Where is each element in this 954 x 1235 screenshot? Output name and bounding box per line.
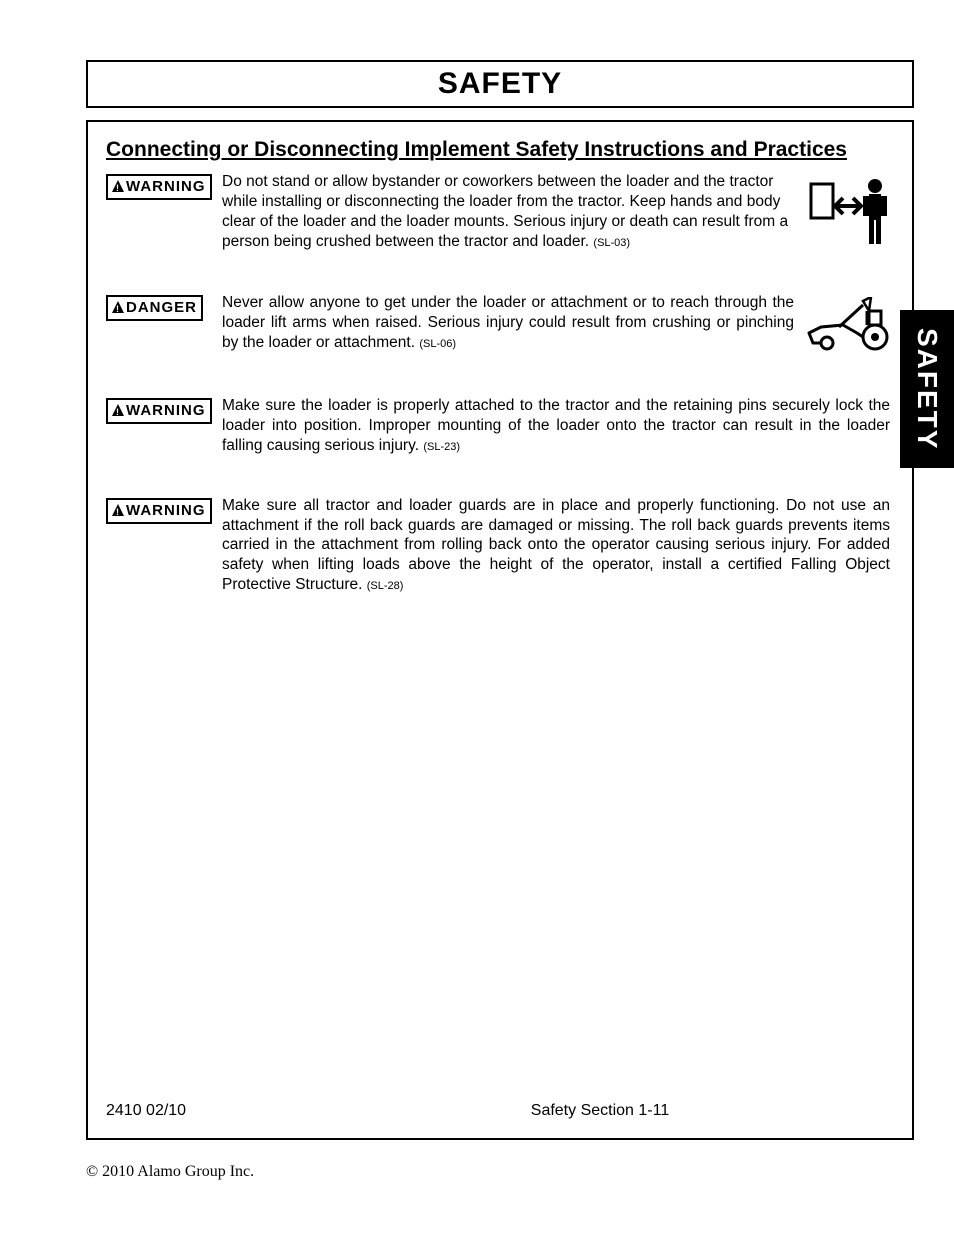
icon-column: [798, 293, 894, 356]
badge-column: ! DANGER: [106, 293, 222, 321]
copyright: © 2010 Alamo Group Inc.: [86, 1163, 254, 1181]
safety-block: ! DANGER Never allow anyone to get under…: [106, 293, 894, 356]
ref-code: (SL-03): [593, 237, 630, 249]
badge-label: WARNING: [126, 178, 206, 195]
badge-label: DANGER: [126, 299, 197, 316]
block-text: Do not stand or allow bystander or cowor…: [222, 172, 798, 251]
warning-triangle-icon: !: [112, 403, 124, 420]
warning-badge: ! WARNING: [106, 398, 212, 424]
side-tab-label: SAFETY: [911, 328, 943, 450]
warning-triangle-icon: !: [112, 179, 124, 196]
loader-icon: [807, 297, 893, 356]
section-heading: Connecting or Disconnecting Implement Sa…: [106, 136, 894, 164]
icon-column: [798, 172, 894, 253]
person-crush-icon: [809, 176, 891, 253]
ref-code: (SL-23): [423, 441, 460, 453]
block-text: Make sure the loader is properly attache…: [222, 396, 894, 455]
danger-badge: ! DANGER: [106, 295, 203, 321]
footer: 2410 02/10 Safety Section 1-11: [106, 1102, 894, 1120]
svg-text:!: !: [116, 183, 120, 192]
ref-code: (SL-28): [367, 580, 404, 592]
warning-triangle-icon: !: [112, 300, 124, 317]
safety-block: ! WARNING Make sure all tractor and load…: [106, 496, 894, 595]
content-frame: Connecting or Disconnecting Implement Sa…: [86, 120, 914, 1140]
badge-label: WARNING: [126, 502, 206, 519]
block-text: Make sure all tractor and loader guards …: [222, 496, 894, 595]
ref-code: (SL-06): [419, 338, 456, 350]
svg-text:!: !: [116, 507, 120, 516]
warning-badge: ! WARNING: [106, 174, 212, 200]
badge-column: ! WARNING: [106, 496, 222, 524]
block-text: Never allow anyone to get under the load…: [222, 293, 798, 352]
svg-text:!: !: [116, 304, 120, 313]
safety-block: ! WARNING Make sure the loader is proper…: [106, 396, 894, 455]
badge-column: ! WARNING: [106, 396, 222, 424]
svg-text:!: !: [116, 407, 120, 416]
warning-triangle-icon: !: [112, 503, 124, 520]
badge-label: WARNING: [126, 402, 206, 419]
side-tab: SAFETY: [900, 310, 954, 468]
safety-block: ! WARNING Do not stand or allow bystande…: [106, 172, 894, 253]
badge-column: ! WARNING: [106, 172, 222, 200]
footer-center: Safety Section 1-11: [306, 1102, 894, 1120]
page-title: SAFETY: [438, 67, 562, 101]
title-frame: SAFETY: [86, 60, 914, 108]
warning-badge: ! WARNING: [106, 498, 212, 524]
footer-left: 2410 02/10: [106, 1102, 306, 1120]
page: SAFETY Connecting or Disconnecting Imple…: [0, 0, 954, 1235]
